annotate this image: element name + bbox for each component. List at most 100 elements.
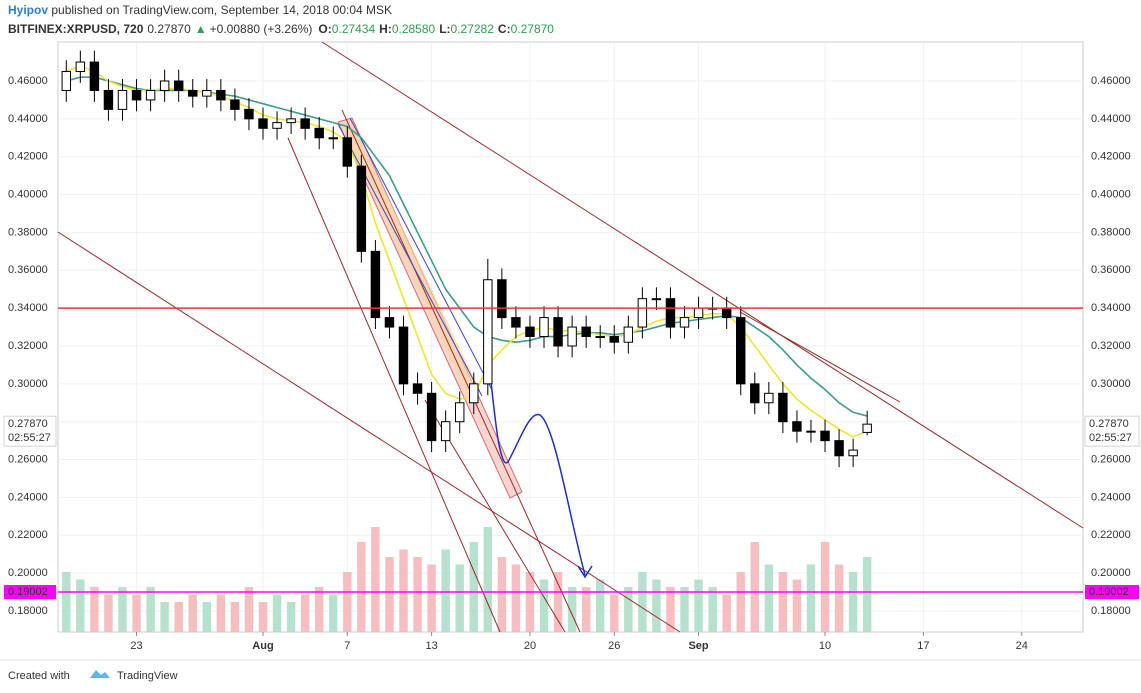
candle-body [328,137,338,140]
trend-line [57,231,681,633]
x-tick-label: 23 [130,640,142,652]
volume-bar [455,564,464,632]
candle-body [581,326,591,338]
x-tick-label: 20 [524,640,536,652]
trend-line [321,41,1084,529]
l-label: L: [439,22,450,36]
footer-created: Created with [8,670,70,682]
price-badge-label: 0.19002 [1089,586,1129,598]
x-tick-label: 7 [344,640,350,652]
h: 0.28580 [392,22,436,36]
candle-body [609,336,619,343]
candle-body [75,61,86,73]
y-tick-label: 0.36000 [8,264,48,276]
volume-bar [104,594,113,632]
y-tick-label: 0.26000 [1091,453,1131,465]
c: 0.27870 [511,22,555,36]
volume-bar [666,587,675,632]
forecast-arrow [489,371,586,576]
candle-body [736,317,746,385]
volume-bar [624,587,633,632]
volume-bar [708,587,717,632]
y-tick-label: 0.34000 [1091,302,1131,314]
y-tick-label: 0.22000 [1091,529,1131,541]
author[interactable]: Hyipov [8,3,48,17]
x-tick-label: 10 [819,640,831,652]
header-line: Hyipov published on TradingView.com, Sep… [8,3,392,17]
candle-body [286,118,296,124]
y-tick-label: 0.44000 [8,113,48,125]
y-tick-label: 0.38000 [8,226,48,238]
y-tick-label: 0.42000 [1091,151,1131,163]
y-tick-label: 0.22000 [8,529,48,541]
y-tick-label: 0.18000 [8,605,48,617]
candle-body [792,421,802,432]
candle-body [820,430,830,442]
volume [62,527,872,632]
volume-bar [469,542,478,632]
candle-body [623,326,634,343]
candle-body [117,89,128,110]
candle-body [750,383,760,404]
volume-bar [90,587,99,632]
o-label: O: [318,22,331,36]
last-price-badge [1084,415,1140,447]
y-tick-label: 0.46000 [1091,75,1131,87]
last-price-label: 0.27870 [8,418,48,430]
x-tick-label: 13 [425,640,437,652]
volume-bar [539,579,549,632]
candle-body [539,317,549,338]
candle-body [440,421,451,442]
candle-body [834,440,844,457]
y-tick-label: 0.38000 [1091,226,1131,238]
volume-bar [848,572,858,632]
o: 0.27434 [332,22,376,36]
last-price-badge [3,415,57,447]
candle-body [862,423,872,433]
volume-bar [272,594,282,632]
symbol-line: BITFINEX:XRPUSD, 720 0.27870 ▲ +0.00880 (+3… [8,22,554,36]
x-tick-label: 24 [1016,640,1028,652]
candle-body [651,298,662,301]
y-tick-label: 0.32000 [8,340,48,352]
y-tick-label: 0.36000 [1091,264,1131,276]
candle-body [103,89,114,110]
volume-bar [792,579,802,632]
volume-bar [680,587,689,632]
candle-body [637,298,648,328]
candle-body [356,165,367,252]
countdown: 02:55:27 [8,432,51,444]
volume-bar [610,594,619,632]
y-tick-label: 0.44000 [1091,113,1131,125]
candle-body [188,89,198,97]
logo [90,670,110,678]
l: 0.27282 [451,22,495,36]
candles [61,50,872,468]
x-tick-label: 17 [917,640,929,652]
y-tick-label: 0.32000 [1091,340,1131,352]
y-tick-label: 0.26000 [8,453,48,465]
candle-body [553,317,563,347]
volume-bar [300,594,310,632]
volume-bar [258,602,268,632]
y-tick-label: 0.20000 [8,567,48,579]
y-tick-label: 0.24000 [1091,491,1131,503]
candle-body [426,392,437,442]
y-tick-label: 0.34000 [8,302,48,314]
c-label: C: [498,22,511,36]
candle-body [693,307,704,319]
volume-bar [76,579,85,632]
volume-bar [216,594,226,632]
x-tick-label: Aug [252,640,273,652]
volume-bar [834,564,844,632]
candle-body [272,122,282,129]
volume-bar [483,527,493,632]
candle-body [61,71,72,91]
candle-body [300,118,310,129]
candle-body [314,127,324,139]
candle-body [483,279,493,385]
volume-bar [441,549,450,632]
footer-brand[interactable]: TradingView [117,670,178,682]
y-tick-label: 0.30000 [1091,378,1131,390]
